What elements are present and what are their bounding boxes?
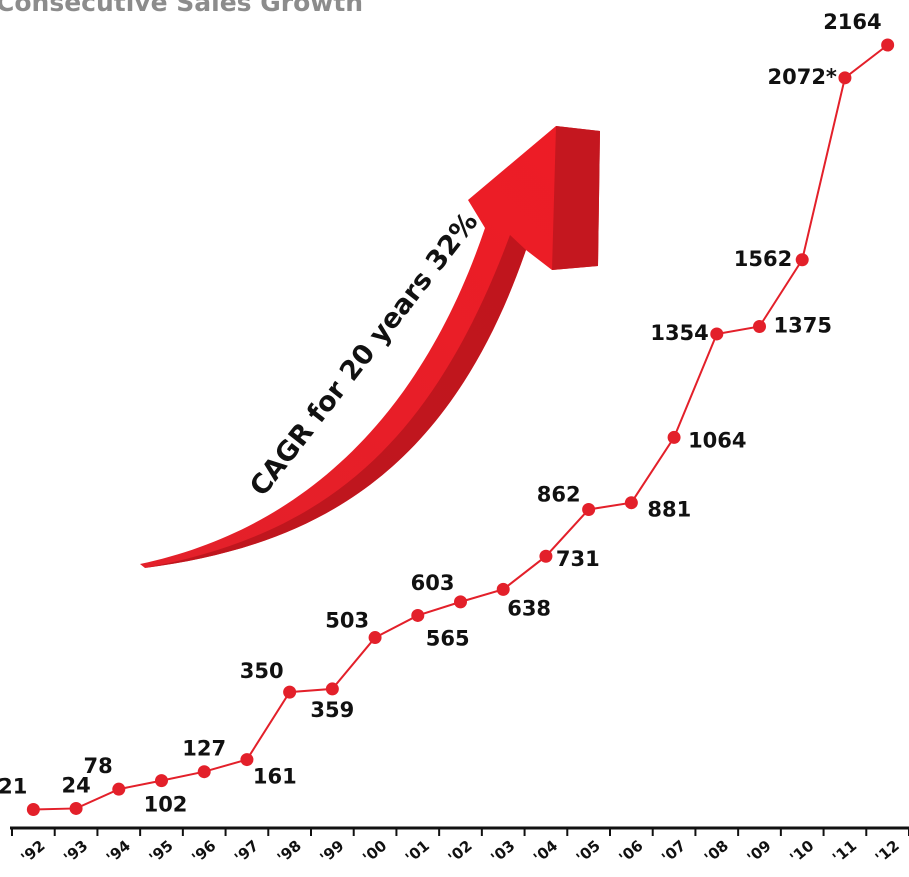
data-label: 1562 xyxy=(734,247,792,271)
data-point xyxy=(454,595,467,608)
data-point xyxy=(881,39,894,52)
data-point xyxy=(625,496,638,509)
x-tick-label: '01 xyxy=(402,837,433,867)
data-point xyxy=(838,71,851,84)
data-point xyxy=(497,583,510,596)
x-tick-label: '05 xyxy=(573,837,604,867)
data-label: 1354 xyxy=(650,321,708,345)
data-label: 862 xyxy=(537,482,581,506)
chart: Consecutive Sales Growth CAGR for 20 yea… xyxy=(0,0,909,877)
data-label: 503 xyxy=(325,609,369,633)
data-label: 127 xyxy=(182,737,226,761)
data-label: 565 xyxy=(426,626,470,650)
x-tick-label: '95 xyxy=(146,837,177,867)
data-label: 731 xyxy=(556,547,600,571)
data-label: 638 xyxy=(507,596,551,620)
data-label: 359 xyxy=(310,698,354,722)
x-tick-label: '93 xyxy=(60,837,91,867)
line xyxy=(33,45,887,810)
x-tick-label: '12 xyxy=(872,837,903,867)
x-tick-label: '03 xyxy=(487,837,518,867)
chart-title: Consecutive Sales Growth xyxy=(0,0,363,17)
data-label: 603 xyxy=(411,571,455,595)
x-tick-label: '96 xyxy=(188,837,219,867)
x-tick-label: '02 xyxy=(445,837,476,867)
data-point xyxy=(668,431,681,444)
data-label: 161 xyxy=(253,765,297,789)
data-point xyxy=(582,503,595,516)
data-point xyxy=(326,682,339,695)
x-tick-label: '07 xyxy=(658,837,689,867)
x-tick-label: '00 xyxy=(359,837,390,867)
data-point xyxy=(411,609,424,622)
data-point xyxy=(70,802,83,815)
data-label: 21 xyxy=(0,775,27,799)
x-tick-label: '06 xyxy=(615,837,646,867)
data-point xyxy=(240,753,253,766)
data-label: 1375 xyxy=(774,313,832,337)
x-tick-label: '11 xyxy=(829,837,860,867)
x-tick-label: '09 xyxy=(744,837,775,867)
data-label: 881 xyxy=(647,498,691,522)
x-tick-label: '94 xyxy=(103,837,134,867)
x-tick-label: '99 xyxy=(316,837,347,867)
data-point xyxy=(198,765,211,778)
data-point xyxy=(710,327,723,340)
data-point xyxy=(753,320,766,333)
data-point xyxy=(27,803,40,816)
data-label: 1064 xyxy=(688,428,746,452)
data-point xyxy=(796,253,809,266)
data-point xyxy=(369,631,382,644)
data-label: 2072* xyxy=(767,65,836,89)
x-tick-label: '04 xyxy=(530,837,561,867)
x-tick-label: '97 xyxy=(231,837,262,867)
x-tick-label: '10 xyxy=(786,837,817,867)
data-label: 102 xyxy=(144,793,188,817)
data-label: 78 xyxy=(84,754,113,778)
data-point xyxy=(283,686,296,699)
x-tick-label: '92 xyxy=(17,837,48,867)
data-point xyxy=(155,774,168,787)
data-label: 350 xyxy=(240,659,284,683)
data-label: 2164 xyxy=(823,10,881,34)
data-point xyxy=(112,783,125,796)
x-tick-label: '08 xyxy=(701,837,732,867)
x-tick-label: '98 xyxy=(274,837,305,867)
data-point xyxy=(539,550,552,563)
